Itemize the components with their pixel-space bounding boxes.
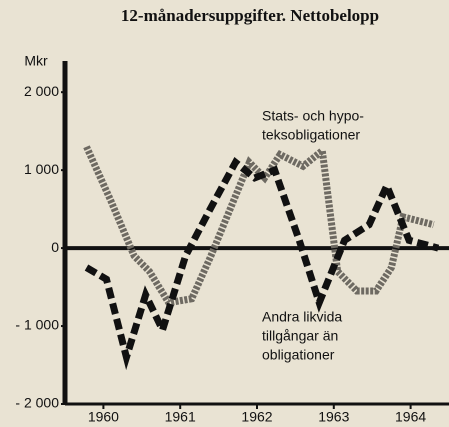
x-tick-label: 1962 bbox=[241, 409, 272, 425]
y-axis-label: Mkr bbox=[24, 53, 48, 69]
x-tick-label: 1961 bbox=[165, 409, 196, 425]
y-tick-label: 0 bbox=[51, 239, 59, 255]
series-line bbox=[83, 143, 435, 307]
series-line bbox=[84, 156, 440, 371]
series-label: Andra likvida bbox=[262, 309, 342, 325]
x-tick-label: 1964 bbox=[395, 409, 426, 425]
series-label: obligationer bbox=[262, 347, 335, 363]
y-tick-label: - 1 000 bbox=[15, 317, 59, 333]
series-label: tillgångar än bbox=[262, 328, 338, 344]
series-label: Stats- och hypo- bbox=[262, 108, 364, 124]
y-tick-label: 1 000 bbox=[24, 161, 59, 177]
chart-title: 12-månadersuppgifter. Nettobelopp bbox=[121, 6, 379, 25]
y-tick-label: - 2 000 bbox=[15, 395, 59, 411]
series-label: teksobligationer bbox=[262, 127, 360, 143]
x-tick-label: 1960 bbox=[88, 409, 119, 425]
x-tick-label: 1963 bbox=[318, 409, 349, 425]
y-tick-label: 2 000 bbox=[24, 83, 59, 99]
